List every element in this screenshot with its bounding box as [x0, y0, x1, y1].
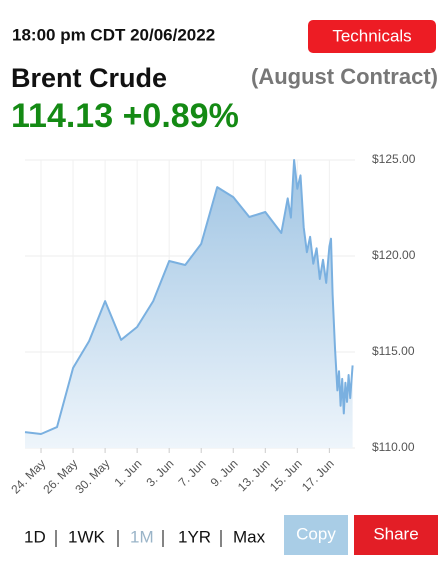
price-area — [25, 160, 353, 448]
x-tick-label: 15. Jun — [267, 456, 305, 494]
x-tick-label: 24. May — [8, 456, 48, 496]
range-option[interactable]: 1YR — [178, 527, 211, 546]
y-tick-label: $110.00 — [372, 440, 415, 454]
copy-button[interactable]: Copy — [284, 515, 348, 555]
range-option[interactable]: 1M — [130, 527, 154, 546]
y-tick-label: $115.00 — [372, 344, 415, 358]
timestamp: 18:00 pm CDT 20/06/2022 — [12, 25, 215, 44]
range-option[interactable]: 1WK — [68, 527, 106, 546]
x-tick-label: 17. Jun — [299, 456, 337, 494]
range-option[interactable]: Max — [233, 527, 266, 546]
range-selector: 1D 1WK 1M 1YR Max — [24, 527, 266, 547]
y-tick-label: $125.00 — [372, 152, 416, 166]
y-tick-label: $120.00 — [372, 248, 416, 262]
x-tick-label: 26. May — [40, 456, 80, 496]
x-tick-label: 1. Jun — [111, 456, 144, 489]
technicals-button-bg[interactable] — [308, 20, 436, 53]
x-tick-label: 30. May — [72, 456, 112, 496]
instrument-name: Brent Crude — [11, 63, 167, 93]
technicals-label[interactable]: Technicals — [332, 26, 411, 45]
share-label[interactable]: Share — [373, 524, 418, 543]
price-line — [24, 159, 354, 435]
price-change: 114.13 +0.89% — [11, 97, 239, 135]
range-option[interactable]: 1D — [24, 527, 46, 546]
share-button[interactable]: Share — [354, 515, 438, 555]
x-tick-label: 3. Jun — [144, 456, 177, 489]
technicals-button[interactable]: Technicals — [308, 20, 436, 53]
x-tick-label: 13. Jun — [235, 456, 273, 494]
share-button-bg[interactable] — [354, 515, 438, 555]
contract-name: (August Contract) — [251, 64, 438, 89]
x-tick-label: 7. Jun — [176, 456, 209, 489]
copy-label[interactable]: Copy — [296, 524, 336, 543]
copy-button-bg[interactable] — [284, 515, 348, 555]
